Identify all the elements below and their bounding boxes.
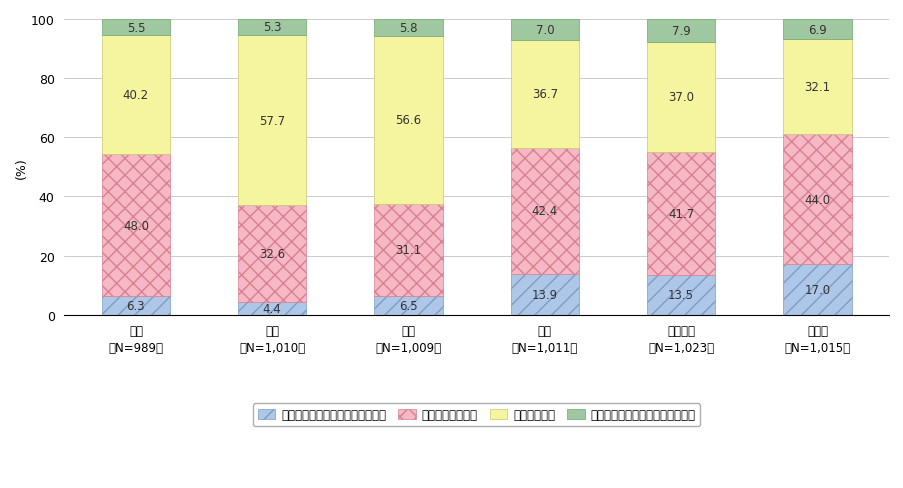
Bar xyxy=(783,135,851,265)
Bar xyxy=(647,275,714,315)
Bar xyxy=(510,149,578,274)
Bar xyxy=(102,20,170,36)
Text: 4.4: 4.4 xyxy=(263,302,282,315)
Bar xyxy=(647,43,714,152)
Text: 56.6: 56.6 xyxy=(395,114,421,127)
Bar xyxy=(783,20,851,41)
Text: 5.5: 5.5 xyxy=(126,21,145,35)
Bar xyxy=(374,20,442,37)
Text: 44.0: 44.0 xyxy=(804,194,830,206)
Text: 42.4: 42.4 xyxy=(531,205,557,218)
Text: 6.9: 6.9 xyxy=(807,23,826,37)
Text: 41.7: 41.7 xyxy=(667,207,694,220)
Bar xyxy=(647,152,714,275)
Text: 31.1: 31.1 xyxy=(395,244,421,257)
Text: 48.0: 48.0 xyxy=(123,219,149,232)
Text: 6.3: 6.3 xyxy=(126,299,145,312)
Bar xyxy=(510,41,578,149)
Bar xyxy=(237,302,306,315)
Text: 5.8: 5.8 xyxy=(399,22,417,35)
Bar xyxy=(374,37,442,204)
Legend: 特に影響しない（利用を続ける）, あまり影響しない, やや影響する, 非常に影響する（利用を控える）: 特に影響しない（利用を続ける）, あまり影響しない, やや影響する, 非常に影響… xyxy=(253,404,700,426)
Text: 32.6: 32.6 xyxy=(259,247,285,261)
Bar xyxy=(647,20,714,43)
Bar xyxy=(374,204,442,296)
Text: 7.9: 7.9 xyxy=(671,25,690,38)
Bar xyxy=(510,20,578,41)
Text: 32.1: 32.1 xyxy=(804,81,830,94)
Bar xyxy=(510,274,578,315)
Text: 57.7: 57.7 xyxy=(259,114,285,127)
Text: 37.0: 37.0 xyxy=(667,91,694,104)
Bar xyxy=(102,297,170,315)
Text: 36.7: 36.7 xyxy=(531,88,557,102)
Text: 6.5: 6.5 xyxy=(399,299,417,312)
Text: 17.0: 17.0 xyxy=(804,284,830,297)
Bar xyxy=(783,41,851,135)
Text: 7.0: 7.0 xyxy=(535,24,554,37)
Text: 13.9: 13.9 xyxy=(531,288,557,301)
Bar xyxy=(102,36,170,155)
Y-axis label: (%): (%) xyxy=(15,157,28,179)
Bar xyxy=(237,206,306,302)
Text: 13.5: 13.5 xyxy=(667,289,694,302)
Text: 5.3: 5.3 xyxy=(263,21,281,34)
Bar xyxy=(237,20,306,36)
Text: 40.2: 40.2 xyxy=(123,89,149,102)
Bar xyxy=(237,36,306,206)
Bar xyxy=(783,265,851,315)
Bar xyxy=(102,155,170,297)
Bar xyxy=(374,296,442,315)
